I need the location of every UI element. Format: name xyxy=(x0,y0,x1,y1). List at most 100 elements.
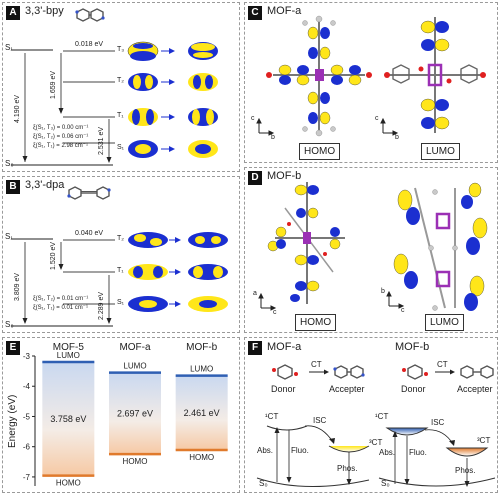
panel-d-badge: D xyxy=(248,171,262,185)
a-xi-1: ξ(S₁, T₃) = 0.00 cm⁻¹ xyxy=(33,125,89,131)
category-label: MOF-b xyxy=(186,342,218,353)
homo-label: HOMO xyxy=(123,457,148,466)
c-axis-c2: c xyxy=(375,115,379,122)
panel-d: D MOF-b xyxy=(244,167,498,333)
mof-a-lumo-structure xyxy=(384,17,486,133)
panel-e: E Energy (eV) -3 -4 -5 -6 -7 MOF-5 LUMO HOMO 3.7… xyxy=(2,337,240,493)
panel-c-badge: C xyxy=(248,6,262,20)
a-gap-s1-t3: 0.018 eV xyxy=(75,41,104,48)
f-left-accepter: Accepter xyxy=(329,384,365,394)
category-label: MOF-5 xyxy=(53,342,85,353)
f-left-donor: Donor xyxy=(271,384,296,394)
panel-b: B 3,3'-dpa xyxy=(2,176,240,333)
b-s0-label: S₀ xyxy=(5,320,14,329)
f-left-phos: Phos. xyxy=(337,464,358,473)
d-axis-c2: c xyxy=(401,307,405,314)
panel-c-structures xyxy=(256,15,486,137)
b-gap-s1-t2: 0.040 eV xyxy=(75,230,104,237)
f-right-s0: S₀ xyxy=(381,479,390,488)
a-gap-t1-s0: 2.531 eV xyxy=(98,126,105,155)
b-s1-label: S₁ xyxy=(5,232,14,241)
a-s1-label: S₁ xyxy=(5,43,14,52)
f-right-accepter: Accepter xyxy=(457,384,493,394)
f-right-phos: Phos. xyxy=(455,466,476,475)
b-xi-1: ξ(S₁, T₂) = 0.01 cm⁻¹ xyxy=(33,296,89,302)
accepter-molecule-icon xyxy=(333,365,365,379)
panel-c-title: MOF-a xyxy=(267,5,302,17)
c-axis-c: c xyxy=(251,115,255,122)
panel-c: C MOF-a xyxy=(244,2,498,163)
bpy-molecule-icon xyxy=(75,8,105,22)
f-right-donor: Donor xyxy=(401,384,426,394)
gap-bar xyxy=(175,375,228,451)
f-left-fluo: Fluo. xyxy=(291,446,309,455)
b-t1-label: T₁ xyxy=(117,267,124,274)
mof-b-homo-structure xyxy=(267,182,345,304)
panel-f: F xyxy=(244,337,498,493)
donor-molecule-icon xyxy=(272,364,298,380)
category-label: MOF-a xyxy=(119,342,151,353)
mof-a-lumo-label: LUMO xyxy=(421,143,460,160)
accepter-molecule-icon xyxy=(460,365,494,379)
gap-bar xyxy=(42,362,95,476)
f-left-3ct: ³CT xyxy=(369,438,383,447)
b-gap-t1-s0: 2.289 eV xyxy=(98,291,105,320)
panel-d-title: MOF-b xyxy=(267,170,302,182)
f-right-title: MOF-b xyxy=(395,341,430,353)
a-s0-label: S₀ xyxy=(5,159,14,168)
lumo-label: LUMO xyxy=(57,351,80,360)
panel-a: A 3,3'-bpy xyxy=(2,2,240,172)
panel-b-title: 3,3'-dpa xyxy=(25,179,65,191)
donor-molecule-icon xyxy=(402,364,428,380)
panel-f-jablonski xyxy=(256,364,496,488)
mof-a-homo-structure xyxy=(266,15,372,137)
a-t1-label: T₁ xyxy=(117,112,124,119)
orbital-set-a xyxy=(127,41,218,158)
lumo-label: LUMO xyxy=(190,365,213,374)
a-t3-label: T₃ xyxy=(117,46,125,53)
a-xi-2: ξ(S₁, T₂) = 0.06 cm⁻¹ xyxy=(33,134,89,140)
axis-icon xyxy=(256,117,399,136)
homo-label: HOMO xyxy=(189,453,214,462)
mof-b-lumo-label: LUMO xyxy=(425,314,464,331)
y-tick-label: -5 xyxy=(23,412,31,421)
gap-value-label: 3.758 eV xyxy=(50,414,86,424)
panel-b-diagram xyxy=(11,186,228,327)
a-s1b-label: S₁ xyxy=(117,144,125,151)
c-axis-b2: b xyxy=(395,134,399,141)
gap-value-label: 2.461 eV xyxy=(184,408,220,418)
b-xi-2: ξ(S₁, T₁) = 0.01 cm⁻¹ xyxy=(33,305,88,311)
gap-value-label: 2.697 eV xyxy=(117,408,153,418)
f-right-abs: Abs. xyxy=(379,448,396,457)
panel-f-badge: F xyxy=(248,341,262,355)
f-right-1ct: ¹CT xyxy=(375,412,389,421)
f-left-s0: S₀ xyxy=(259,479,268,488)
dpa-molecule-icon xyxy=(67,186,111,200)
orbital-set-b xyxy=(128,232,228,312)
homo-label: HOMO xyxy=(56,479,81,488)
a-t2-label: T₂ xyxy=(117,77,124,84)
panel-a-title: 3,3'-bpy xyxy=(25,5,64,17)
b-gap-t2-t1: 1.520 eV xyxy=(50,241,57,270)
y-tick-label: -4 xyxy=(23,382,31,391)
gap-bar xyxy=(109,372,161,455)
f-left-ct: CT xyxy=(311,360,322,369)
f-left-isc: ISC xyxy=(313,416,327,425)
mof-b-homo-label: HOMO xyxy=(295,314,337,331)
mof-b-lumo-structure xyxy=(393,182,488,311)
d-axis-c: c xyxy=(273,309,277,316)
d-axis-b: b xyxy=(381,288,385,295)
panel-a-diagram xyxy=(11,8,218,166)
d-axis-a: a xyxy=(253,290,257,297)
axis-icon xyxy=(258,290,405,311)
b-gap-s1-s0: 3.809 eV xyxy=(14,272,21,301)
a-xi-3: ξ(S₁, T₁) = 2.98 cm⁻¹ xyxy=(33,143,88,149)
panel-b-badge: B xyxy=(6,180,20,194)
f-right-fluo: Fluo. xyxy=(409,448,427,457)
f-right-3ct: ³CT xyxy=(477,436,491,445)
y-tick-label: -6 xyxy=(23,443,31,452)
y-tick-label: -3 xyxy=(23,352,31,361)
panel-e-badge: E xyxy=(6,341,20,355)
a-gap-s1-s0: 4.190 eV xyxy=(14,94,21,123)
lumo-label: LUMO xyxy=(123,362,146,371)
